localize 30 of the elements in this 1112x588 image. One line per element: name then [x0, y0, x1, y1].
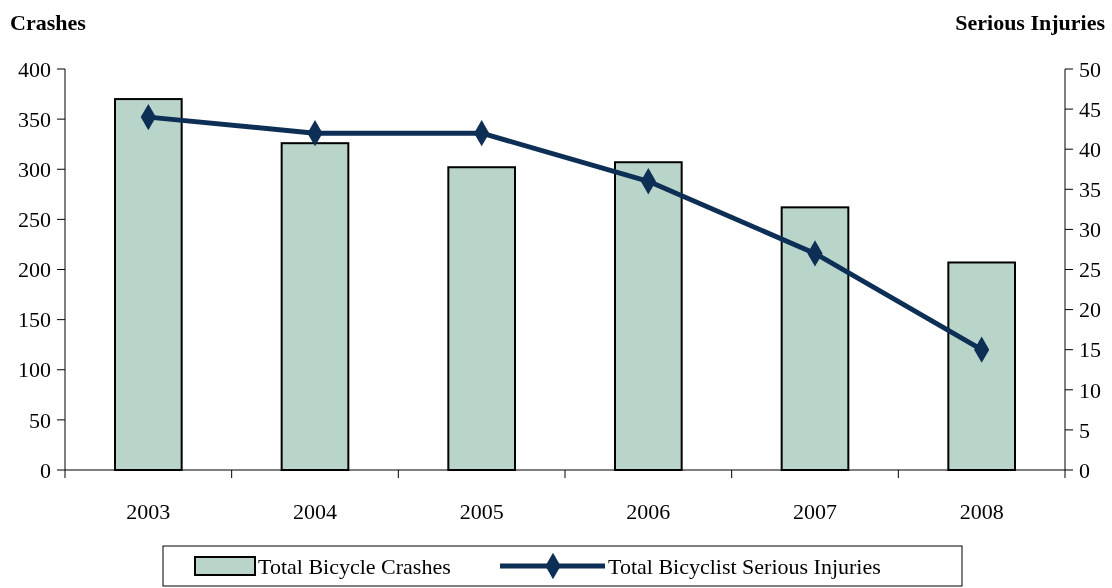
legend-label: Total Bicyclist Serious Injuries: [608, 553, 881, 579]
legend-label: Total Bicycle Crashes: [258, 553, 451, 579]
y-tick-label: 50: [29, 407, 51, 433]
y-tick-label: 400: [18, 56, 51, 82]
y2-tick-label: 45: [1079, 96, 1101, 122]
y-tick-label: 350: [18, 106, 51, 132]
y-tick-label: 150: [18, 307, 51, 333]
y-tick-label: 250: [18, 207, 51, 233]
x-tick-label: 2005: [459, 499, 504, 524]
y2-tick-label: 15: [1079, 337, 1101, 363]
x-tick-label: 2007: [793, 499, 837, 524]
y2-tick-label: 40: [1079, 136, 1101, 162]
y2-tick-label: 35: [1079, 177, 1101, 202]
y-tick-label: 300: [18, 156, 51, 182]
y-tick-label: 100: [18, 357, 51, 383]
y-axis-title: Crashes: [10, 10, 87, 35]
y-tick-label: 0: [40, 457, 51, 483]
x-tick-label: 2004: [293, 499, 337, 524]
x-tick-label: 2003: [126, 499, 171, 524]
y2-tick-label: 25: [1079, 257, 1101, 283]
x-tick-label: 2008: [959, 499, 1004, 524]
y2-tick-label: 50: [1079, 56, 1101, 82]
x-tick-label: 2006: [626, 499, 671, 524]
y2-tick-label: 10: [1079, 377, 1101, 403]
y2-tick-label: 5: [1079, 417, 1090, 443]
y2-tick-label: 30: [1079, 217, 1101, 243]
y-tick-label: 200: [18, 257, 51, 283]
y2-tick-label: 20: [1079, 297, 1101, 323]
y2-tick-label: 0: [1079, 457, 1090, 483]
y2-axis-title: Serious Injuries: [955, 10, 1106, 35]
